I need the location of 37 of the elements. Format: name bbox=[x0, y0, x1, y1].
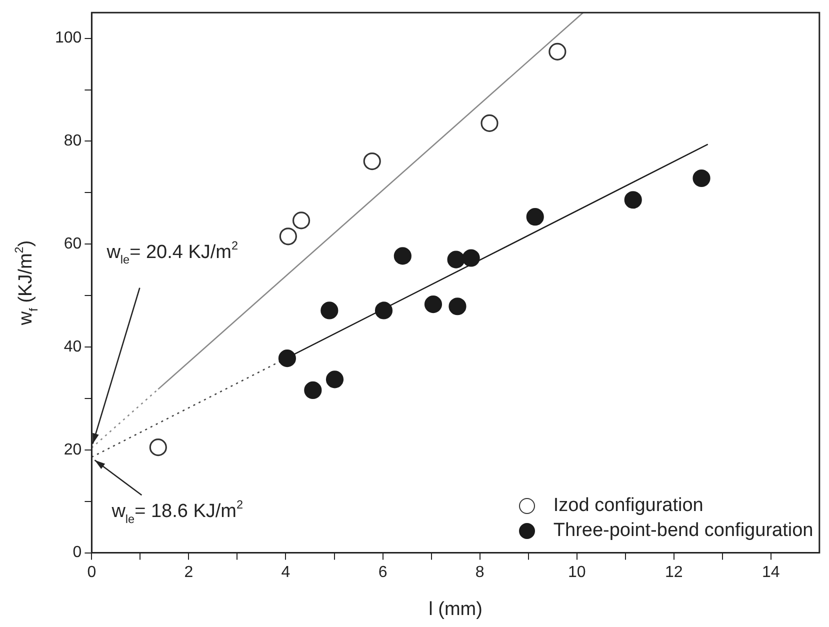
point bbox=[394, 247, 412, 265]
x-tick-label: 0 bbox=[87, 564, 96, 581]
y-axis-title: wf (KJ/m2) bbox=[13, 240, 40, 326]
point bbox=[462, 249, 480, 267]
point bbox=[447, 250, 465, 268]
point bbox=[692, 169, 710, 188]
point bbox=[363, 152, 381, 170]
y-tick-label: 40 bbox=[64, 338, 82, 356]
point bbox=[149, 438, 167, 456]
legend-label: Izod configuration bbox=[553, 494, 704, 517]
x-tick-label: 10 bbox=[568, 564, 586, 581]
y-tick-label: 80 bbox=[64, 132, 82, 150]
point bbox=[480, 114, 498, 132]
y-tick-label: 20 bbox=[64, 441, 82, 458]
x-axis-title: l (mm) bbox=[428, 598, 482, 620]
point bbox=[526, 208, 544, 226]
x-tick-label: 12 bbox=[664, 564, 683, 581]
y-tick-label: 100 bbox=[54, 30, 82, 47]
legend-label: Three-point-bend configuration bbox=[553, 520, 814, 542]
y-tick-label: 0 bbox=[72, 544, 82, 562]
point bbox=[624, 191, 642, 209]
point bbox=[424, 296, 442, 314]
point bbox=[292, 212, 310, 230]
point bbox=[320, 302, 338, 320]
point bbox=[279, 228, 297, 246]
y-tick-label: 60 bbox=[64, 236, 82, 253]
point bbox=[304, 381, 322, 400]
x-tick-label: 8 bbox=[475, 564, 484, 581]
point bbox=[326, 370, 344, 388]
point bbox=[374, 302, 393, 320]
point bbox=[448, 298, 466, 316]
x-tick-label: 6 bbox=[378, 564, 388, 581]
x-tick-label: 2 bbox=[184, 564, 194, 581]
x-tick-label: 14 bbox=[762, 564, 780, 581]
x-tick-label: 4 bbox=[281, 564, 290, 581]
point bbox=[278, 350, 296, 368]
point bbox=[548, 42, 566, 60]
